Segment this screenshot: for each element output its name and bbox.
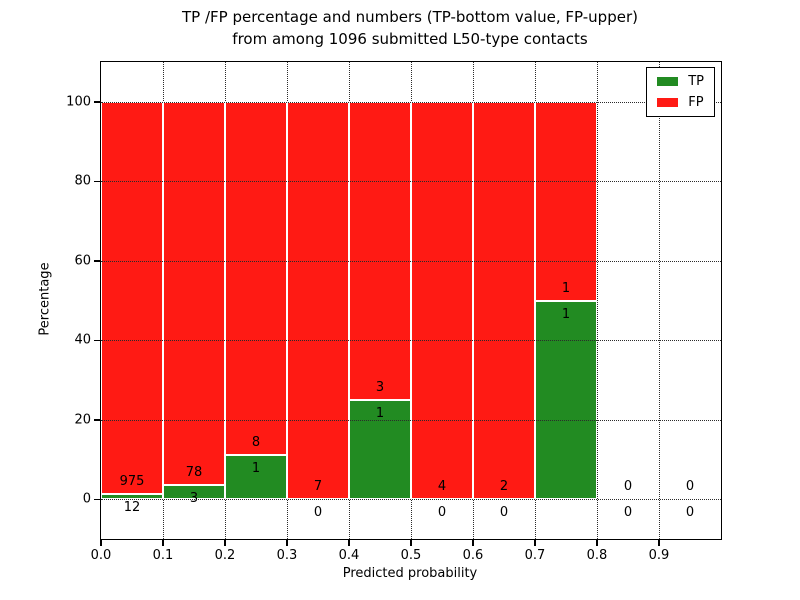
y-tick-mark	[94, 498, 100, 500]
y-tick-label: 60	[74, 253, 91, 269]
tp-count-label: 1	[375, 405, 385, 421]
y-tick-mark	[94, 419, 100, 421]
legend-entry-tp: TP	[657, 75, 704, 88]
horizontal-gridline	[101, 340, 721, 342]
y-tick-label: 40	[74, 332, 91, 348]
y-tick-label: 80	[74, 173, 91, 189]
x-tick-label: 0.0	[90, 548, 112, 563]
fp-count-label: 1	[561, 280, 571, 296]
y-axis-label: Percentage	[37, 262, 53, 336]
tp-count-label: 0	[437, 505, 447, 521]
x-tick-label: 0.1	[152, 548, 174, 563]
bar-segment-tp	[535, 300, 597, 500]
fp-count-label: 2	[499, 479, 509, 495]
tp-count-label: 1	[561, 306, 571, 322]
x-tick-mark	[658, 539, 660, 546]
legend-label: TP	[688, 74, 704, 89]
horizontal-gridline	[101, 260, 721, 262]
tp-count-label: 3	[189, 490, 199, 506]
fp-count-label: 0	[623, 479, 633, 495]
x-tick-label: 0.5	[400, 548, 422, 563]
bar-segment-fp	[287, 101, 349, 500]
y-tick-label: 100	[66, 94, 91, 110]
bar-segment-fp	[411, 101, 473, 500]
x-tick-mark	[472, 539, 474, 546]
legend-entry-fp: FP	[657, 96, 704, 109]
bar-segment-tp	[101, 494, 163, 500]
bar-segment-fp	[535, 101, 597, 301]
fp-count-label: 3	[375, 379, 385, 395]
bar-segment-fp	[473, 101, 535, 500]
x-tick-mark	[162, 539, 164, 546]
x-tick-label: 0.3	[276, 548, 298, 563]
fp-count-label: 7	[313, 479, 323, 495]
x-tick-mark	[596, 539, 598, 546]
x-tick-label: 0.7	[524, 548, 546, 563]
tp-count-label: 12	[123, 500, 141, 516]
x-tick-mark	[286, 539, 288, 546]
horizontal-gridline	[101, 181, 721, 183]
vertical-gridline	[659, 62, 660, 539]
tp-count-label: 0	[313, 505, 323, 521]
fp-count-label: 975	[119, 474, 145, 490]
bar-segment-tp	[225, 455, 287, 500]
bar-segment-fp	[349, 101, 411, 400]
bar-segment-tp	[163, 484, 225, 500]
plot-area: TP FP 0 20 40 60 80 100 0.0 0.1 0.2 0.3 0.4 0.5 0.6 0.…	[66, 61, 722, 563]
vertical-gridline	[597, 62, 598, 539]
horizontal-gridline	[101, 499, 721, 501]
y-tick-mark	[94, 339, 100, 341]
fp-count-label: 0	[685, 479, 695, 495]
chart-title: TP /FP percentage and numbers (TP-bottom…	[100, 6, 720, 50]
y-tick-label: 20	[74, 412, 91, 428]
x-tick-mark	[534, 539, 536, 546]
horizontal-gridline	[101, 419, 721, 421]
bar-segment-fp	[225, 101, 287, 456]
x-tick-mark	[348, 539, 350, 546]
fp-count-label: 8	[251, 435, 261, 451]
tp-count-label: 0	[623, 505, 633, 521]
horizontal-gridline	[101, 101, 721, 103]
legend-swatch-tp	[657, 77, 679, 86]
y-tick-label: 0	[82, 491, 91, 507]
x-tick-mark	[224, 539, 226, 546]
x-tick-label: 0.6	[462, 548, 484, 563]
x-tick-label: 0.2	[214, 548, 236, 563]
chart-title-line1: TP /FP percentage and numbers (TP-bottom…	[182, 8, 638, 26]
fp-count-label: 78	[185, 464, 203, 480]
x-tick-mark	[410, 539, 412, 546]
y-tick-mark	[94, 180, 100, 182]
bar-segment-fp	[101, 101, 163, 495]
y-tick-mark	[94, 101, 100, 103]
x-tick-mark	[100, 539, 102, 546]
legend-swatch-fp	[657, 98, 679, 107]
y-tick-mark	[94, 260, 100, 262]
chart-title-line2: from among 1096 submitted L50-type conta…	[232, 30, 588, 48]
tp-count-label: 0	[685, 505, 695, 521]
x-tick-label: 0.8	[586, 548, 608, 563]
bar-segment-fp	[163, 101, 225, 485]
bar-segment-tp	[349, 399, 411, 500]
legend: TP FP	[646, 67, 715, 117]
legend-label: FP	[688, 95, 704, 110]
x-tick-label: 0.9	[648, 548, 670, 563]
tp-count-label: 0	[499, 505, 509, 521]
fp-count-label: 4	[437, 479, 447, 495]
x-tick-label: 0.4	[338, 548, 360, 563]
tp-count-label: 1	[251, 461, 261, 477]
x-axis-label: Predicted probability	[342, 566, 478, 581]
